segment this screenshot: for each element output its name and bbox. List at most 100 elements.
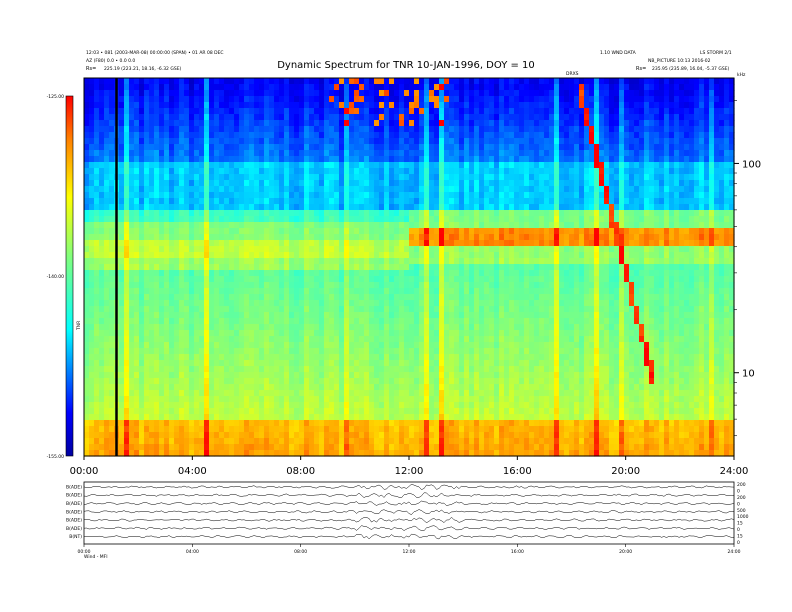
spectrogram-cell bbox=[314, 258, 320, 265]
spectrogram-cell bbox=[324, 126, 330, 133]
spectrogram-cell bbox=[224, 156, 230, 163]
spectrogram-cell bbox=[549, 300, 555, 307]
spectrogram-cell bbox=[144, 102, 150, 109]
spectrogram-cell bbox=[274, 216, 280, 223]
spectrogram-cell bbox=[359, 168, 365, 175]
spectrogram-cell bbox=[464, 234, 470, 241]
spectrogram-cell bbox=[509, 96, 515, 103]
spectrogram-cell bbox=[524, 276, 530, 283]
spectrogram-cell bbox=[214, 108, 220, 115]
spectrogram-cell bbox=[639, 126, 645, 133]
spectrogram-cell bbox=[704, 120, 710, 127]
spectrogram-cell bbox=[199, 192, 205, 199]
spectrogram-cell bbox=[199, 114, 205, 121]
spectrogram-cell bbox=[524, 150, 530, 157]
spectrogram-cell bbox=[229, 144, 235, 151]
spectrogram-cell bbox=[559, 216, 565, 223]
spectrogram-cell bbox=[154, 156, 160, 163]
spectrogram-cell bbox=[339, 186, 345, 193]
spectrogram-cell bbox=[324, 138, 330, 145]
spectrogram-cell bbox=[499, 96, 505, 103]
spectrogram-cell bbox=[224, 84, 230, 91]
spectrogram-cell bbox=[339, 222, 345, 229]
spectrogram-cell bbox=[459, 84, 465, 91]
spectrogram-cell bbox=[659, 156, 665, 163]
spectrogram-cell bbox=[274, 186, 280, 193]
spectrogram-cell bbox=[274, 156, 280, 163]
spectrogram-cell bbox=[639, 234, 645, 241]
spectrogram-cell bbox=[409, 198, 415, 205]
spectrogram-cell bbox=[449, 186, 455, 193]
spectrogram-cell bbox=[674, 108, 680, 115]
spectrogram-cell bbox=[564, 78, 570, 85]
spectrogram-cell bbox=[419, 222, 425, 229]
spectrogram-cell bbox=[234, 228, 240, 235]
spectrogram-cell bbox=[594, 240, 600, 247]
spectrogram-cell bbox=[324, 162, 330, 169]
spectrogram-cell bbox=[319, 306, 325, 313]
spectrogram-cell bbox=[279, 84, 285, 91]
spectrogram-cell bbox=[569, 228, 575, 235]
spectrogram-cell bbox=[159, 168, 165, 175]
spectrogram-cell bbox=[544, 84, 550, 91]
spectrogram-cell bbox=[264, 144, 270, 151]
spectrogram-cell bbox=[579, 108, 585, 115]
spectrogram-cell bbox=[249, 228, 255, 235]
spectrogram-cell bbox=[469, 180, 475, 187]
spectrogram-cell bbox=[304, 204, 310, 211]
spectrogram-cell bbox=[364, 246, 370, 253]
spectrogram-cell bbox=[524, 102, 530, 109]
spectrogram-cell bbox=[264, 234, 270, 241]
spectrogram-cell bbox=[499, 168, 505, 175]
spectrogram-cell bbox=[704, 84, 710, 91]
spectrogram-cell bbox=[304, 234, 310, 241]
spectrogram-cell bbox=[344, 288, 350, 295]
spectrogram-cell bbox=[564, 108, 570, 115]
spectrogram-cell bbox=[174, 168, 180, 175]
spectrogram-cell bbox=[84, 216, 90, 223]
spectrogram-cell bbox=[609, 204, 615, 211]
spectrogram-cell bbox=[259, 294, 265, 301]
spectrogram-cell bbox=[84, 126, 90, 133]
spectrogram-cell bbox=[194, 246, 200, 253]
spectrogram-cell bbox=[304, 216, 310, 223]
spectrogram-cell bbox=[309, 216, 315, 223]
spectrogram-cell bbox=[419, 150, 425, 157]
spectrogram-cell bbox=[559, 168, 565, 175]
spectrogram-cell bbox=[244, 144, 250, 151]
spectrogram-cell bbox=[144, 90, 150, 97]
spectrogram-cell bbox=[714, 282, 720, 289]
spectrogram-cell bbox=[269, 138, 275, 145]
spectrogram-cell bbox=[709, 84, 715, 91]
spectrogram-cell bbox=[724, 102, 730, 109]
spectrogram-cell bbox=[394, 144, 400, 151]
spectrogram-cell bbox=[179, 96, 185, 103]
spectrogram-cell bbox=[379, 264, 385, 271]
spectrogram-cell bbox=[504, 102, 510, 109]
spectrogram-cell bbox=[189, 120, 195, 127]
spectrogram-cell bbox=[484, 90, 490, 97]
spectrogram-cell bbox=[319, 282, 325, 289]
spectrogram-cell bbox=[374, 144, 380, 151]
spectrogram-cell bbox=[334, 114, 340, 121]
spectrogram-cell bbox=[679, 132, 685, 139]
spectrogram-cell bbox=[379, 210, 385, 217]
spectrogram-cell bbox=[529, 270, 535, 277]
spectrogram-cell bbox=[309, 306, 315, 313]
spectrogram-cell bbox=[319, 234, 325, 241]
spectrogram-cell bbox=[539, 126, 545, 133]
spectrogram-cell bbox=[574, 84, 580, 91]
spectrogram-cell bbox=[444, 258, 450, 265]
spectrogram-cell bbox=[409, 264, 415, 271]
spectrogram-cell bbox=[359, 240, 365, 247]
spectrogram-cell bbox=[374, 276, 380, 283]
spectrogram-cell bbox=[409, 222, 415, 229]
spectrogram-cell bbox=[329, 264, 335, 271]
spectrogram-cell bbox=[154, 78, 160, 85]
spectrogram-cell bbox=[229, 120, 235, 127]
spectrogram-cell bbox=[394, 156, 400, 163]
spectrogram-cell bbox=[169, 216, 175, 223]
spectrogram-cell bbox=[169, 156, 175, 163]
spectrogram-cell bbox=[529, 114, 535, 121]
spectrogram-cell bbox=[299, 270, 305, 277]
